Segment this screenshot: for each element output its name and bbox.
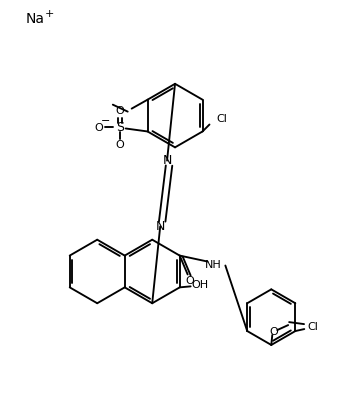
Text: Cl: Cl bbox=[216, 113, 227, 124]
Text: O: O bbox=[95, 123, 103, 134]
Text: Cl: Cl bbox=[308, 322, 319, 332]
Text: Na: Na bbox=[25, 12, 44, 26]
Text: −: − bbox=[101, 115, 111, 126]
Text: S: S bbox=[116, 121, 124, 134]
Text: N: N bbox=[156, 220, 165, 233]
Text: O: O bbox=[269, 327, 278, 337]
Text: NH: NH bbox=[205, 260, 222, 269]
Text: O: O bbox=[116, 140, 124, 151]
Text: O: O bbox=[185, 277, 194, 286]
Text: OH: OH bbox=[191, 281, 208, 290]
Text: +: + bbox=[45, 9, 54, 19]
Text: O: O bbox=[116, 106, 124, 115]
Text: N: N bbox=[162, 154, 172, 167]
